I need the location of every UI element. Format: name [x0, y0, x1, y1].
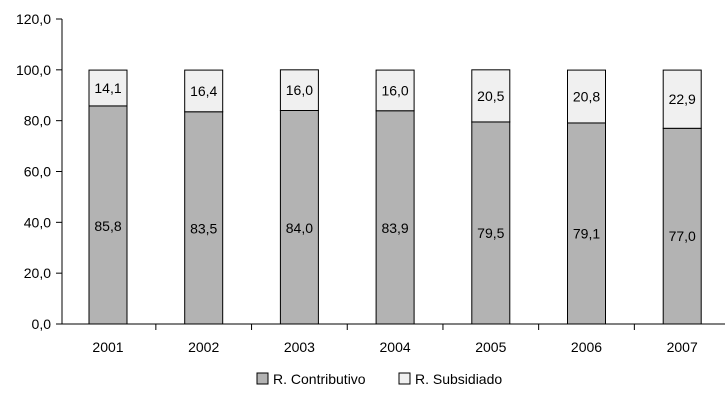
data-label-contributivo: 84,0 — [286, 220, 313, 236]
legend-swatch-subsidiado — [398, 372, 411, 385]
y-tick-label: 80,0 — [24, 113, 51, 129]
data-label-subsidiado: 16,0 — [286, 82, 313, 98]
x-tick-label: 2001 — [92, 339, 123, 355]
y-tick-label: 40,0 — [24, 214, 51, 230]
data-label-subsidiado: 22,9 — [669, 91, 696, 107]
data-label-subsidiado: 20,8 — [573, 89, 600, 105]
x-tick-label: 2007 — [667, 339, 698, 355]
bar-contributivo — [279, 110, 319, 325]
bar-subsidiado — [279, 69, 319, 112]
x-tick-label: 2003 — [284, 339, 315, 355]
bar-subsidiado — [375, 69, 415, 112]
bar-contributivo — [662, 127, 702, 325]
data-label-subsidiado: 16,0 — [381, 82, 408, 98]
legend-label-subsidiado: R. Subsidiado — [415, 371, 502, 387]
legend-label-contributivo: R. Contributivo — [273, 371, 366, 387]
data-label-contributivo: 79,5 — [477, 225, 504, 241]
legend: R. Contributivo R. Subsidiado — [256, 371, 502, 387]
bar-contributivo — [567, 122, 606, 325]
data-label-contributivo: 77,0 — [669, 228, 696, 244]
y-tick-label: 0,0 — [32, 316, 52, 332]
y-tick-label: 100,0 — [16, 62, 51, 78]
y-tick-label: 20,0 — [24, 265, 51, 281]
bar-subsidiado — [88, 69, 128, 107]
bar-contributivo — [375, 110, 415, 325]
data-label-contributivo: 83,9 — [381, 220, 408, 236]
y-tick-label: 120,0 — [16, 11, 51, 27]
data-label-contributivo: 85,8 — [94, 218, 121, 234]
data-label-subsidiado: 20,5 — [477, 88, 504, 104]
x-tick-label: 2006 — [571, 339, 602, 355]
x-tick-label: 2002 — [188, 339, 219, 355]
x-tick-label: 2005 — [475, 339, 506, 355]
bar-contributivo — [471, 121, 511, 325]
data-label-subsidiado: 16,4 — [190, 83, 217, 99]
y-tick-label: 60,0 — [24, 164, 51, 180]
legend-swatch-contributivo — [256, 372, 269, 385]
data-label-contributivo: 83,5 — [190, 220, 217, 236]
data-label-subsidiado: 14,1 — [94, 80, 121, 96]
bar-subsidiado — [567, 69, 606, 124]
bar-subsidiado — [662, 69, 702, 129]
bar-subsidiado — [184, 69, 224, 113]
bar-subsidiado — [471, 69, 511, 123]
data-label-contributivo: 79,1 — [573, 226, 600, 242]
bar-contributivo — [184, 111, 224, 325]
x-tick-label: 2004 — [380, 339, 411, 355]
bar-contributivo — [88, 105, 128, 325]
